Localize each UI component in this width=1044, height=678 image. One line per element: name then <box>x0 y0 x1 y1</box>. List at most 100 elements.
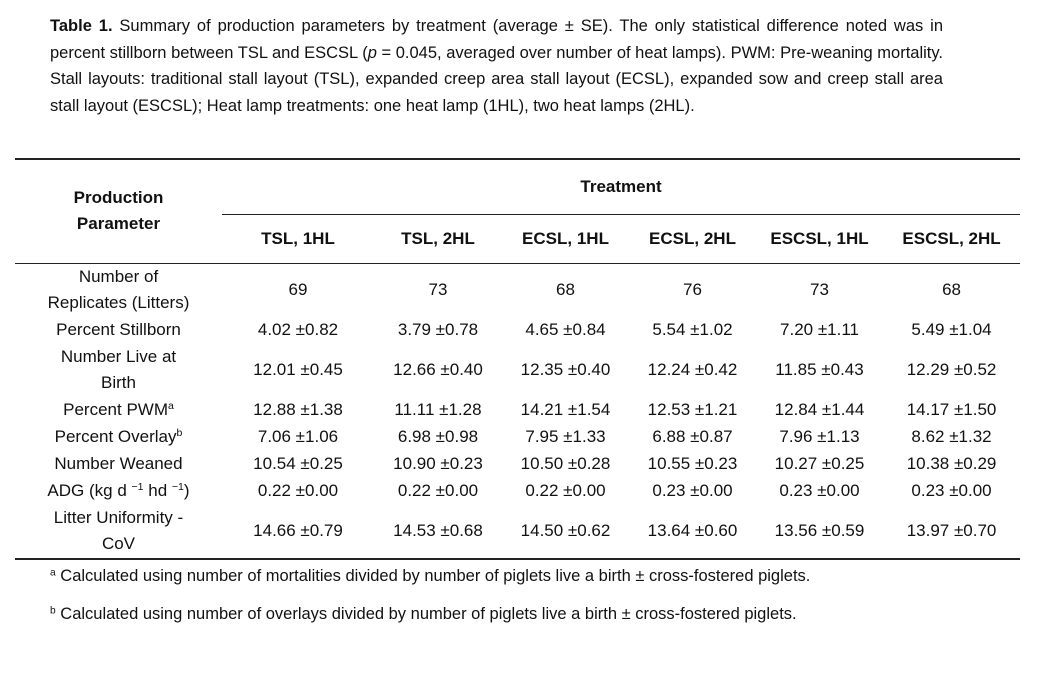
superscript: a <box>168 399 174 412</box>
table-cell: 7.20 ±1.11 <box>780 320 859 339</box>
row-label-text: Percent PWMa <box>44 397 194 424</box>
footnote-text: Calculated using number of mortalities d… <box>60 567 811 585</box>
row-label: ADG (kg d −1 hd −1) <box>15 478 222 505</box>
row-label: Number Live at Birth <box>15 344 222 397</box>
table-row: Percent PWMa 12.88 ±1.38 11.11 ±1.28 14.21 … <box>15 397 1020 424</box>
table-cell: 12.24 ±0.42 <box>647 360 738 379</box>
table-cell: 0.22 ±0.00 <box>397 481 479 500</box>
header-cell: Treatment <box>222 158 1021 215</box>
text-run: Summary of production parameters by trea… <box>50 17 943 62</box>
table-cell: 12.29 ±0.52 <box>906 360 997 379</box>
row-label: Number of Replicates (Litters) <box>15 263 222 317</box>
table-cell: 6.88 ±0.87 <box>652 427 733 446</box>
table-cell: 10.27 ±0.25 <box>774 454 865 473</box>
table-cell: 7.96 ±1.13 <box>779 427 860 446</box>
footnote: a Calculated using number of mortalities… <box>50 563 943 590</box>
table-cell: 10.55 ±0.23 <box>647 454 738 473</box>
column-header: ECSL, 2HL <box>629 214 756 264</box>
table-cell: 8.62 ±1.32 <box>911 427 992 446</box>
text-run: Number Live at Birth <box>60 346 177 393</box>
table-row: Number Weaned 10.54 ±0.25 10.90 ±0.23 10.50… <box>15 451 1020 478</box>
text-run: Number Weaned <box>54 453 183 473</box>
table-cell: 14.50 ±0.62 <box>502 504 629 560</box>
table-cell: 4.65 ±0.84 <box>525 320 606 339</box>
row-label-text: Number of Replicates (Litters) <box>44 264 194 317</box>
table-cell: 10.38 ±0.29 <box>906 454 997 473</box>
text-run: Percent PWM <box>63 399 168 419</box>
table-cell: 0.22 ±0.00 <box>257 481 339 500</box>
table-cell: 76 <box>683 280 702 299</box>
column-header: TSL, 2HL <box>374 214 502 264</box>
table-cell: 10.90 ±0.23 <box>393 454 483 473</box>
table-cell: 13.97 ±0.70 <box>883 504 1021 560</box>
column-header: ESCSL, 2HL <box>883 214 1021 264</box>
table-cell: 73 <box>810 280 829 299</box>
table-cell: 3.79 ±0.78 <box>397 320 479 339</box>
text-run: Table 1. <box>50 17 113 35</box>
table-cell: 5.49 ±1.04 <box>911 320 992 339</box>
table-cell: 7.06 ±1.06 <box>257 427 339 446</box>
header-cell: Production Parameter <box>15 158 222 264</box>
table-cell: 11.11 ±1.28 <box>394 400 482 419</box>
table-cell: 13.56 ±0.59 <box>756 504 883 560</box>
table-row: ADG (kg d −1 hd −1) 0.22 ±0.00 0.22 ±0.00 0… <box>15 478 1020 505</box>
table-cell: 0.22 ±0.00 <box>525 481 606 500</box>
text-run: = 0.045, averaged over number of heat la… <box>50 43 944 115</box>
caption: Table 1. Summary of production parameter… <box>50 13 943 119</box>
table: Production Parameter Treatment TSL, 1HL TSL… <box>15 158 1021 560</box>
superscript: b <box>176 426 183 439</box>
table-row: Litter Uniformity - CoV 14.66 ±0.79 14.53 … <box>15 504 1021 560</box>
row-label-text: Percent Overlayb <box>44 424 194 451</box>
table-cell: 14.17 ±1.50 <box>906 400 997 419</box>
row-label-text: Number Weaned <box>44 451 194 478</box>
table-cell: 5.54 ±1.02 <box>652 320 733 339</box>
table-cell: 12.84 ±1.44 <box>774 400 865 419</box>
table-cell: 73 <box>428 280 448 299</box>
superscript: −1 <box>171 480 184 493</box>
table-row: Percent Overlayb 7.06 ±1.06 6.98 ±0.98 7.95… <box>15 424 1020 451</box>
table-cell: 12.88 ±1.38 <box>253 400 343 419</box>
superscript: −1 <box>131 480 144 493</box>
table-cell: 4.02 ±0.82 <box>257 320 339 339</box>
text-run: Number of Replicates (Litters) <box>47 266 190 313</box>
table-cell: 12.53 ±1.21 <box>647 400 738 419</box>
table-cell: 14.66 ±0.79 <box>222 504 374 560</box>
column-header: TSL, 1HL <box>222 214 374 264</box>
table-row: Percent Stillborn 4.02 ±0.82 3.79 ±0.78 4.6… <box>15 317 1020 344</box>
table-cell: 12.35 ±0.40 <box>520 360 611 379</box>
footnote: b Calculated using number of overlays di… <box>50 601 943 628</box>
table-cell: 0.23 ±0.00 <box>911 481 992 500</box>
table-cell: 10.54 ±0.25 <box>253 454 343 473</box>
table-cell: 14.21 ±1.54 <box>520 400 611 419</box>
table-cell: 69 <box>288 280 308 299</box>
text-run: Percent Overlay <box>54 426 177 446</box>
header-row: TSL, 1HL TSL, 2HL ECSL, 1HL ECSL, 2HL ESCSL,… <box>15 214 1021 264</box>
text-run: ) <box>183 480 190 500</box>
table-cell: 11.85 ±0.43 <box>775 360 864 379</box>
table-cell: 6.98 ±0.98 <box>397 427 479 446</box>
table-row: Number Live at Birth 12.01 ±0.45 12.66 ±0.… <box>15 344 1020 397</box>
footnote-mark: a <box>50 567 56 579</box>
footnote-text: Calculated using number of overlays divi… <box>60 604 797 623</box>
table-cell: 12.66 ±0.40 <box>393 360 483 379</box>
text-run: p <box>367 43 377 62</box>
table-cell: 0.23 ±0.00 <box>652 481 733 500</box>
text-run: hd <box>143 480 172 500</box>
row-label-text: ADG (kg d −1 hd −1) <box>44 478 194 505</box>
row-label: Litter Uniformity - CoV <box>15 504 222 560</box>
table-cell: 68 <box>556 280 575 299</box>
footnote-mark: b <box>50 604 56 616</box>
row-label: Number Weaned <box>15 451 222 478</box>
header-row: Production Parameter Treatment <box>15 158 1021 264</box>
row-label-text: Litter Uniformity - CoV <box>44 505 194 558</box>
row-label-text: Number Live at Birth <box>44 344 194 397</box>
text-run: Percent Stillborn <box>56 319 181 339</box>
table-cell: 0.23 ±0.00 <box>779 481 860 500</box>
row-label-text: Percent Stillborn <box>44 317 194 344</box>
row-label: Percent Stillborn <box>15 317 222 344</box>
column-header: ECSL, 1HL <box>502 214 629 264</box>
header-label: Production Parameter <box>73 187 164 234</box>
table-cell: 7.95 ±1.33 <box>525 427 606 446</box>
column-header: ESCSL, 1HL <box>756 214 883 264</box>
